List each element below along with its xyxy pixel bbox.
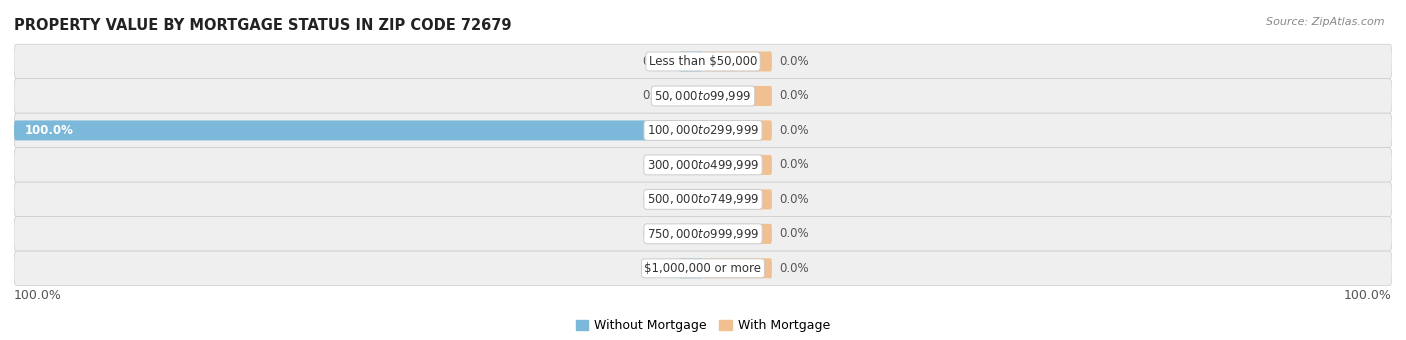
Text: $100,000 to $299,999: $100,000 to $299,999 <box>647 123 759 137</box>
FancyBboxPatch shape <box>679 189 703 209</box>
Text: 100.0%: 100.0% <box>14 289 62 302</box>
Text: 0.0%: 0.0% <box>779 227 808 240</box>
FancyBboxPatch shape <box>14 44 1392 79</box>
FancyBboxPatch shape <box>703 51 772 71</box>
FancyBboxPatch shape <box>14 217 1392 251</box>
FancyBboxPatch shape <box>703 155 772 175</box>
FancyBboxPatch shape <box>679 51 703 71</box>
Text: 0.0%: 0.0% <box>779 262 808 275</box>
FancyBboxPatch shape <box>14 120 703 140</box>
Text: 0.0%: 0.0% <box>779 55 808 68</box>
FancyBboxPatch shape <box>703 86 772 106</box>
Text: 0.0%: 0.0% <box>779 158 808 171</box>
Text: 0.0%: 0.0% <box>643 55 672 68</box>
Text: 0.0%: 0.0% <box>779 124 808 137</box>
Text: 100.0%: 100.0% <box>1344 289 1392 302</box>
FancyBboxPatch shape <box>703 224 772 244</box>
FancyBboxPatch shape <box>679 155 703 175</box>
Text: 100.0%: 100.0% <box>24 124 73 137</box>
FancyBboxPatch shape <box>703 120 772 140</box>
Text: PROPERTY VALUE BY MORTGAGE STATUS IN ZIP CODE 72679: PROPERTY VALUE BY MORTGAGE STATUS IN ZIP… <box>14 18 512 33</box>
Text: 0.0%: 0.0% <box>779 193 808 206</box>
Text: $50,000 to $99,999: $50,000 to $99,999 <box>654 89 752 103</box>
FancyBboxPatch shape <box>703 258 772 278</box>
Text: 0.0%: 0.0% <box>643 89 672 102</box>
FancyBboxPatch shape <box>703 189 772 209</box>
Legend: Without Mortgage, With Mortgage: Without Mortgage, With Mortgage <box>571 314 835 337</box>
Text: 0.0%: 0.0% <box>643 227 672 240</box>
FancyBboxPatch shape <box>679 224 703 244</box>
Text: Less than $50,000: Less than $50,000 <box>648 55 758 68</box>
Text: Source: ZipAtlas.com: Source: ZipAtlas.com <box>1267 17 1385 27</box>
Text: 0.0%: 0.0% <box>643 158 672 171</box>
FancyBboxPatch shape <box>14 79 1392 113</box>
FancyBboxPatch shape <box>14 148 1392 182</box>
FancyBboxPatch shape <box>679 258 703 278</box>
FancyBboxPatch shape <box>14 113 1392 148</box>
FancyBboxPatch shape <box>14 182 1392 217</box>
FancyBboxPatch shape <box>14 251 1392 286</box>
Text: $500,000 to $749,999: $500,000 to $749,999 <box>647 192 759 206</box>
Text: 0.0%: 0.0% <box>643 262 672 275</box>
Text: 0.0%: 0.0% <box>643 193 672 206</box>
Text: $750,000 to $999,999: $750,000 to $999,999 <box>647 227 759 241</box>
Text: $300,000 to $499,999: $300,000 to $499,999 <box>647 158 759 172</box>
Text: 0.0%: 0.0% <box>779 89 808 102</box>
FancyBboxPatch shape <box>679 86 703 106</box>
Text: $1,000,000 or more: $1,000,000 or more <box>644 262 762 275</box>
